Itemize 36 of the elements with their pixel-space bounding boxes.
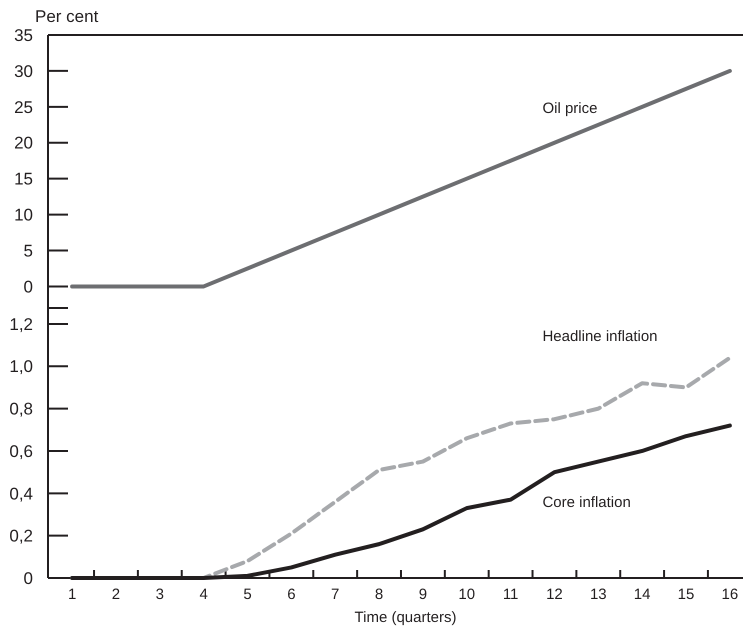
x-tick-label: 9 — [418, 586, 428, 603]
x-tick-label: 10 — [458, 586, 476, 603]
y-tick-label: 20 — [14, 134, 33, 153]
series-label: Oil price — [542, 100, 598, 117]
x-tick-label: 5 — [243, 586, 252, 603]
y-tick-label: 0,4 — [9, 484, 33, 504]
y-tick-label: 1,2 — [9, 314, 33, 334]
x-tick-label: 15 — [678, 586, 694, 603]
text: Headline inflation — [542, 328, 658, 346]
y-tick-label: 0 — [24, 568, 33, 588]
y-axis-title: Per cent — [35, 7, 99, 26]
x-tick-label: 1 — [68, 586, 76, 603]
y-tick-label: 30 — [14, 62, 33, 81]
x-tick-label: 8 — [374, 586, 384, 603]
y-tick-label: 0,6 — [9, 442, 33, 461]
y-tick-label: 15 — [14, 170, 33, 189]
y-tick-label: 0,2 — [9, 526, 33, 546]
y-tick-label: 0 — [24, 277, 33, 296]
x-tick-label: 6 — [287, 586, 296, 603]
x-tick-label: 11 — [502, 586, 518, 603]
y-tick-label: 25 — [14, 98, 33, 117]
x-tick-label: 12 — [546, 586, 563, 603]
x-tick-label: 3 — [156, 586, 164, 603]
x-tick-label: 14 — [634, 586, 650, 603]
x-axis-title: Time (quarters) — [354, 609, 456, 626]
y-tick-label: 10 — [14, 206, 33, 225]
x-tick-label: 16 — [722, 586, 738, 603]
y-tick-label: 35 — [14, 26, 33, 45]
y-tick-label: 5 — [24, 241, 33, 260]
series-label: Core inflation — [542, 494, 631, 512]
x-tick-label: 13 — [590, 586, 607, 603]
x-tick-label: 4 — [199, 586, 208, 603]
y-tick-label: 1,0 — [9, 357, 33, 376]
x-tick-label: 7 — [331, 586, 340, 603]
y-tick-label: 0,8 — [9, 400, 33, 419]
x-tick-label: 2 — [112, 586, 120, 603]
